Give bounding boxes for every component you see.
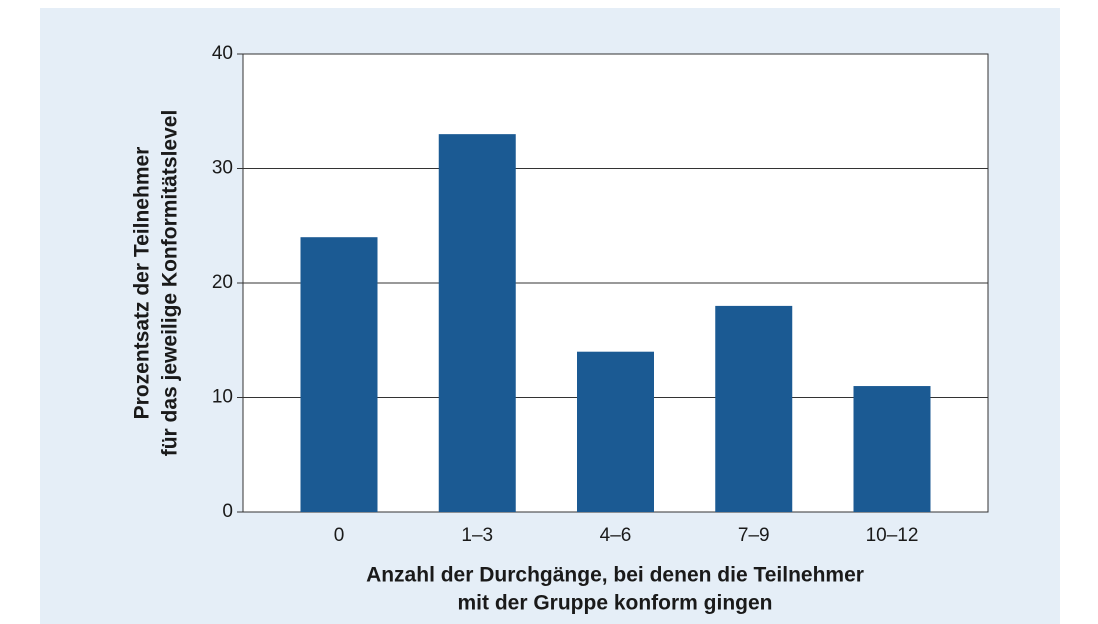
x-tick-label: 0 (334, 525, 345, 546)
x-tick-label: 1–3 (461, 525, 493, 546)
y-tick-label: 30 (212, 158, 233, 179)
y-tick-label: 10 (212, 387, 233, 408)
y-tick-label: 40 (212, 43, 233, 64)
y-tick-label: 20 (212, 272, 233, 293)
x-tick-label: 7–9 (738, 525, 770, 546)
bar (438, 134, 516, 512)
bar (715, 305, 793, 512)
y-tick-label: 0 (222, 501, 233, 522)
bar (300, 237, 378, 512)
bar (853, 386, 931, 512)
x-tick-label: 4–6 (600, 525, 632, 546)
x-axis-label: Anzahl der Durchgänge, bei denen die Tei… (366, 564, 864, 587)
bar (577, 351, 654, 512)
y-axis-label: für das jeweilige Konformitätslevel (159, 110, 182, 457)
y-axis-label: Prozentsatz der Teilnehmer (131, 147, 154, 420)
x-axis-label: mit der Gruppe konform gingen (457, 592, 772, 615)
x-tick-label: 10–12 (866, 525, 919, 546)
